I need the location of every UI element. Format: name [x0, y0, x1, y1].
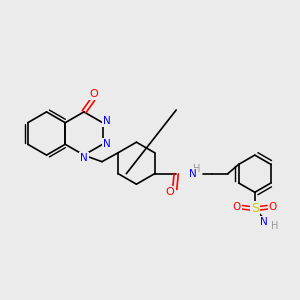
Text: N: N — [80, 153, 88, 163]
Text: N: N — [260, 217, 268, 227]
Text: N: N — [189, 169, 197, 179]
Text: O: O — [233, 202, 241, 212]
Text: H: H — [271, 221, 278, 231]
Text: O: O — [89, 89, 98, 99]
Text: O: O — [269, 202, 277, 212]
Text: H: H — [193, 164, 200, 174]
Text: O: O — [165, 187, 174, 197]
Text: N: N — [103, 139, 111, 149]
Text: S: S — [251, 202, 259, 215]
Text: N: N — [103, 116, 111, 126]
